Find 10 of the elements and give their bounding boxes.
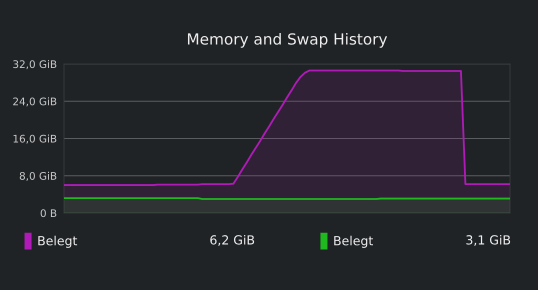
y-tick-label: 8,0 GiB — [20, 172, 56, 181]
legend-label: Belegt — [334, 236, 373, 248]
y-tick-label: 32,0 GiB — [13, 60, 56, 70]
chart-title: Memory and Swap History — [188, 32, 388, 48]
y-tick-label: 16,0 GiB — [14, 134, 56, 144]
y-tick-label: 24,0 GiB — [13, 97, 56, 106]
text: 6,2 GiB — [210, 234, 254, 246]
y-tick-label: 0 B — [40, 209, 56, 218]
text: 3,1 GiB — [466, 234, 510, 246]
legend-label: Belegt — [38, 236, 78, 248]
